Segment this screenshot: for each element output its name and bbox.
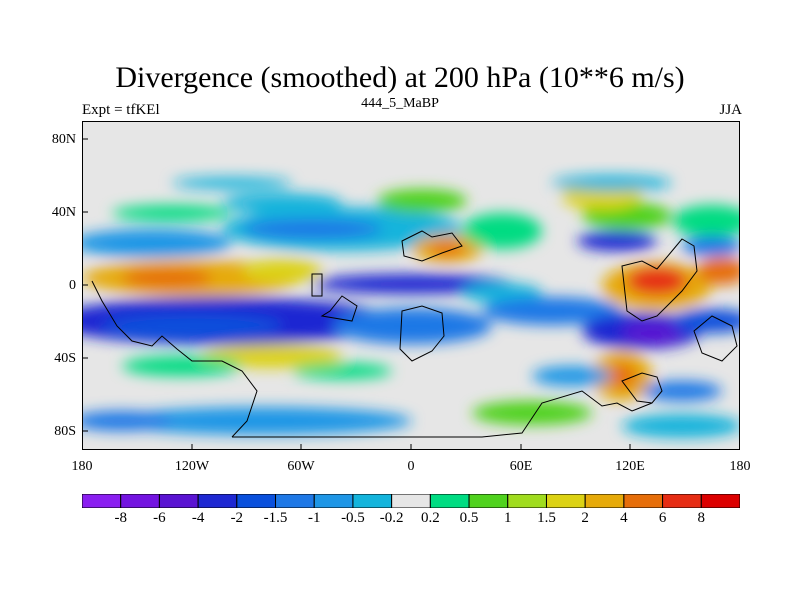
axis-ticks xyxy=(82,138,631,450)
colorbar-label: 6 xyxy=(658,510,667,526)
map-title: Divergence (smoothed) at 200 hPa (10**6 … xyxy=(115,61,685,94)
colorbar-swatch xyxy=(120,494,160,508)
x-tick-label: 180 xyxy=(729,459,751,474)
colorbar-label: 2 xyxy=(581,510,589,526)
x-tick-label: 120W xyxy=(174,459,210,474)
divergence-map xyxy=(82,121,740,450)
colorbar-label: 8 xyxy=(697,510,706,526)
colorbar-label: -6 xyxy=(153,510,166,526)
colorbar-swatch xyxy=(545,494,586,508)
season-label: JJA xyxy=(719,102,742,118)
y-tick-label: 40S xyxy=(54,351,76,366)
colorbar-swatch xyxy=(623,494,664,508)
colorbar-label: -2 xyxy=(230,510,244,526)
colorbar-label: 0.2 xyxy=(420,510,440,526)
colorbar-label: 4 xyxy=(620,510,628,526)
colorbar-swatch xyxy=(313,494,354,508)
colorbar-swatch xyxy=(662,494,702,508)
y-tick-label: 80S xyxy=(54,424,76,439)
colorbar-swatch xyxy=(700,494,740,508)
colorbar-swatch xyxy=(82,494,122,508)
x-tick-label: 120E xyxy=(615,459,645,474)
colorbar-label: 0.5 xyxy=(459,510,479,526)
colorbar-swatch xyxy=(352,494,393,508)
colorbar-swatch xyxy=(507,494,547,508)
colorbar-swatch xyxy=(584,494,625,508)
x-tick-label: 0 xyxy=(407,459,415,474)
colorbar-swatch xyxy=(197,494,238,508)
colorbar-swatch xyxy=(468,494,509,508)
x-tick-label: 180 xyxy=(71,459,93,474)
colorbar-label: -0.2 xyxy=(379,510,404,526)
x-tick-label: 60W xyxy=(287,459,315,474)
colorbar-label: 1 xyxy=(504,510,512,526)
divergence-field xyxy=(82,175,740,438)
y-tick-label: 0 xyxy=(69,278,76,293)
colorbar-label: -1 xyxy=(307,510,321,526)
colorbar-swatch xyxy=(275,494,315,508)
colorbar-label: -0.5 xyxy=(341,510,365,526)
x-tick-label: 60E xyxy=(509,459,533,474)
colorbar-label: -1.5 xyxy=(263,510,288,526)
map-plot xyxy=(82,121,740,450)
colorbar xyxy=(82,494,740,508)
colorbar-swatch xyxy=(236,494,277,508)
y-tick-label: 40N xyxy=(51,205,76,220)
colorbar-swatch xyxy=(391,494,431,508)
run-id-label: 444_5_MaBP xyxy=(361,96,439,111)
colorbar-label: -4 xyxy=(191,510,205,526)
coastlines xyxy=(91,230,738,438)
experiment-label: Expt = tfKEl xyxy=(82,102,160,118)
y-tick-label: 80N xyxy=(51,132,76,147)
colorbar-label: 1.5 xyxy=(537,510,556,526)
colorbar-swatch xyxy=(158,494,199,508)
colorbar-swatch xyxy=(429,494,470,508)
colorbar-label: -8 xyxy=(114,510,127,526)
